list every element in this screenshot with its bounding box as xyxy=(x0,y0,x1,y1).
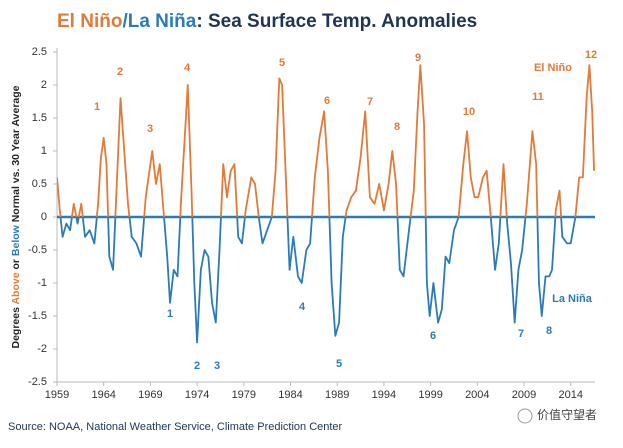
series-label: La Niña xyxy=(552,293,593,305)
la-nina-annotation: 3 xyxy=(214,360,220,372)
el-nino-annotation: 12 xyxy=(585,49,597,61)
x-tick-label: 1984 xyxy=(278,389,302,401)
watermark-icon xyxy=(517,408,533,424)
y-tick-label: 2 xyxy=(41,79,47,91)
y-tick-label: 2.5 xyxy=(32,46,47,58)
x-tick-label: 1964 xyxy=(91,389,115,401)
la-nina-annotation: 4 xyxy=(299,301,306,313)
title-slash: / xyxy=(122,11,128,32)
title-la-nina: La Niña xyxy=(128,11,197,32)
el-nino-annotation: 6 xyxy=(324,95,330,107)
el-nino-annotation: 4 xyxy=(184,62,191,74)
x-tick-label: 1989 xyxy=(325,389,349,401)
title-el-nino: El Niño xyxy=(57,11,122,32)
y-label-below: Below xyxy=(10,224,22,256)
x-tick-label: 2004 xyxy=(465,389,489,401)
y-label-part: or xyxy=(10,256,22,272)
x-tick-label: 1974 xyxy=(185,389,209,401)
source: Source: NOAA, National Weather Service, … xyxy=(8,421,343,433)
x-tick-label: 1959 xyxy=(45,389,69,401)
x-tick-label: 2014 xyxy=(558,389,582,401)
line-positive xyxy=(57,64,595,217)
el-nino-annotation: 8 xyxy=(394,121,400,133)
y-tick-label: -1.5 xyxy=(28,310,47,322)
la-nina-annotation: 6 xyxy=(430,330,436,342)
title-rest: : Sea Surface Temp. Anomalies xyxy=(196,11,477,32)
el-nino-annotation: 9 xyxy=(415,52,421,64)
y-axis-label: Degrees Above or Below Normal vs. 30 Yea… xyxy=(10,85,22,348)
x-tick-label: 1969 xyxy=(138,389,162,401)
y-tick-label: 1 xyxy=(41,145,47,157)
y-tick-label: -1 xyxy=(37,277,47,289)
x-tick-label: 1979 xyxy=(232,389,256,401)
el-nino-annotation: 7 xyxy=(367,96,373,108)
x-tick-label: 1999 xyxy=(418,389,442,401)
y-label-part: Degrees xyxy=(10,305,22,349)
la-nina-annotation: 8 xyxy=(546,325,552,337)
y-tick-label: -0.5 xyxy=(28,244,47,256)
la-nina-annotation: 1 xyxy=(167,308,173,320)
x-tick-label: 1994 xyxy=(372,389,396,401)
y-tick-label: -2 xyxy=(37,343,47,355)
el-nino-annotation: 5 xyxy=(279,57,285,69)
y-label-part: Normal vs. 30 Year Average xyxy=(10,85,22,225)
chart-title: El Niño/La Niña: Sea Surface Temp. Anoma… xyxy=(57,11,477,32)
la-nina-annotation: 7 xyxy=(518,328,524,340)
y-tick-label: 1.5 xyxy=(32,112,47,124)
la-nina-annotation: 2 xyxy=(194,360,200,372)
el-nino-annotation: 1 xyxy=(94,101,100,113)
watermark: 价值守望者 xyxy=(537,407,597,422)
y-label-above: Above xyxy=(10,272,22,304)
y-tick-label: 0 xyxy=(41,211,47,223)
x-tick-label: 2009 xyxy=(512,389,536,401)
la-nina-annotation: 5 xyxy=(336,358,342,370)
el-nino-annotation: 11 xyxy=(532,91,544,103)
el-nino-annotation: 10 xyxy=(463,106,475,118)
line-negative xyxy=(59,217,577,344)
y-tick-label: 0.5 xyxy=(32,178,47,190)
series-label: El Niño xyxy=(534,62,572,74)
el-nino-annotation: 3 xyxy=(147,123,153,135)
el-nino-annotation: 2 xyxy=(117,66,123,78)
y-tick-label: -2.5 xyxy=(28,376,47,388)
